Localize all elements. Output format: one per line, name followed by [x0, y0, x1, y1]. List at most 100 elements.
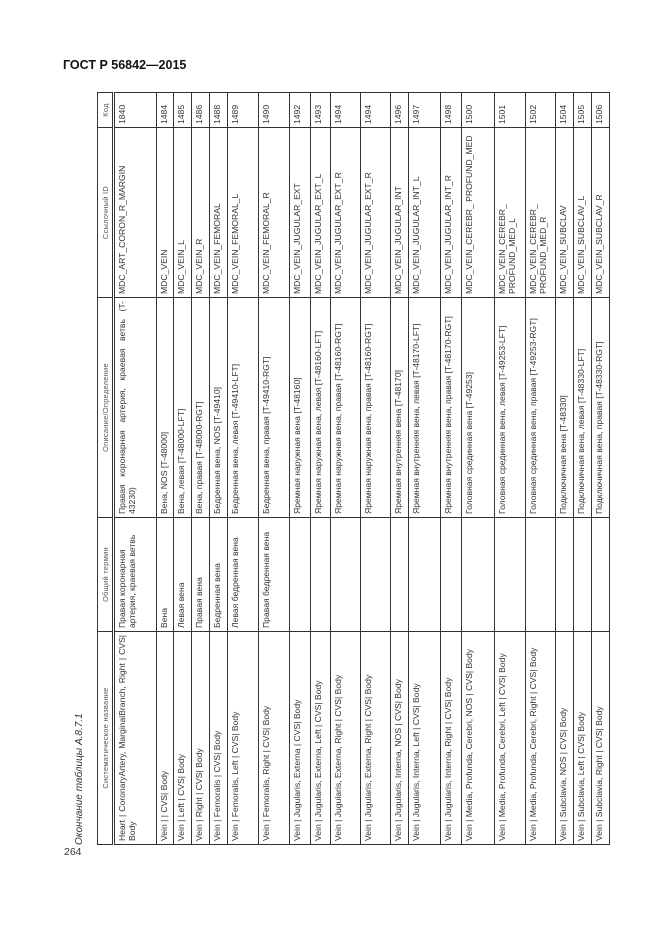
table-cell: 1494 [360, 92, 391, 128]
table-row: Vein | | CVS| Body Вена Вена, NOS [T-48000… [156, 92, 174, 845]
table-cell: MDC_VEIN_JUGULAR_INT_R [440, 127, 462, 298]
table-cell: 1486 [191, 92, 210, 128]
table-cell: 1498 [440, 92, 462, 128]
table-row: Vein | Media, Profunda, Cerebri, Right |… [525, 92, 556, 845]
column-header: Общий термин [97, 517, 114, 632]
table-cell: MDC_VEIN_JUGULAR_INT_L [408, 127, 441, 298]
table-cell: MDC_VEIN_CEREBR_ PROFUND_MED [461, 127, 495, 298]
table-cell: MDC_VEIN_CEREBR_ PROFUND_MED_R [525, 127, 556, 298]
table-cell: MDC_ART_CORON_R_MARGIN [113, 127, 157, 298]
table-cell: Левая бедренная вена [227, 517, 259, 632]
table-cell [555, 517, 574, 632]
table-cell: MDC_VEIN_FEMORAL [209, 127, 228, 298]
page-number: 264 [64, 846, 82, 858]
table-cell: Вена, правая [T-48000-RGT] [191, 297, 210, 518]
table-cell: Vein | Femoralis, Right | CVS| Body [258, 631, 290, 845]
table-cell: Яремная внутренняя вена, правая [T-48170… [440, 297, 462, 518]
column-header: Ссылочный ID [97, 127, 114, 298]
table-cell: Левая вена [173, 517, 192, 632]
table-cell: MDC_VEIN_FEMORAL_R [258, 127, 290, 298]
table-cell: 1496 [390, 92, 409, 128]
table-cell [408, 517, 441, 632]
table-cell: Heart | CoronaryArtery, MarginalBranch, … [113, 631, 157, 845]
table-cell: Яремная внутренняя вена, левая [T-48170-… [408, 297, 441, 518]
table-cell: 1502 [525, 92, 556, 128]
table-cell: Vein | Media, Profunda, Cerebri, Right |… [525, 631, 556, 845]
table-cell: Vein | Femoralis | CVS| Body [209, 631, 228, 845]
table-cell: 1500 [461, 92, 495, 128]
table-cell: Бедренная вена, NOS [T-49410] [209, 297, 228, 518]
table-cell: 1485 [173, 92, 192, 128]
table-cell: Бедренная вена [209, 517, 228, 632]
table-cell [573, 517, 592, 632]
table-header-row: Систематическое название Общий термин Оп… [97, 92, 114, 845]
table-cell [289, 517, 311, 632]
table-cell [330, 517, 361, 632]
table-row: Vein | Subclavia, Right | CVS| Body Подкл… [591, 92, 610, 845]
table-cell: MDC_VEIN_SUBCLAV_R [591, 127, 610, 298]
table-cell: Vein | Right | CVS| Body [191, 631, 210, 845]
table-cell: Vein | Jugularis, Interna, Left | CVS| B… [408, 631, 441, 845]
table-cell: Яремная наружная вена [T-48160] [289, 297, 311, 518]
table-cell: Vein | | CVS| Body [156, 631, 174, 845]
table-cell: MDC_VEIN_JUGULAR_INT [390, 127, 409, 298]
table-cell [440, 517, 462, 632]
table-cell: Vein | Jugularis, Externa, Right | CVS| … [330, 631, 361, 845]
table-cell [390, 517, 409, 632]
table-cell: MDC_VEIN_L [173, 127, 192, 298]
table-row: Vein | Jugularis, Externa | CVS| Body Яре… [289, 92, 311, 845]
table-cell: MDC_VEIN_R [191, 127, 210, 298]
table-cell: Яремная наружная вена, правая [T-48160-R… [330, 297, 361, 518]
table-cell: Vein | Jugularis, Externa, Right | CVS| … [360, 631, 391, 845]
table-cell: Правая бедренная вена [258, 517, 290, 632]
column-header: Описание/Определение [97, 297, 114, 518]
table-cell [494, 517, 526, 632]
table-cell: 1484 [156, 92, 174, 128]
table-row: Vein | Subclavia, Left | CVS| Body Подклю… [573, 92, 592, 845]
table-cell: 1488 [209, 92, 228, 128]
table-cell: Vein | Femoralis, Left | CVS| Body [227, 631, 259, 845]
table-cell: Vein | Subclavia, Right | CVS| Body [591, 631, 610, 845]
table-cell: Вена, левая [T-48000-LFT] [173, 297, 192, 518]
table-cell: Правая вена [191, 517, 210, 632]
table-cell: Подключичная вена, левая [T-48330-LFT] [573, 297, 592, 518]
table-cell: 1492 [289, 92, 311, 128]
table-cell: 1505 [573, 92, 592, 128]
table-cell: 1501 [494, 92, 526, 128]
table-cell: MDC_VEIN_JUGULAR_EXT_L [310, 127, 331, 298]
table-cell [461, 517, 495, 632]
table-cell: Vein | Subclavia, Left | CVS| Body [573, 631, 592, 845]
table-cell: 1494 [330, 92, 361, 128]
table-cell: 1497 [408, 92, 441, 128]
table-cell: Vein | Jugularis, Externa | CVS| Body [289, 631, 311, 845]
table-row: Vein | Left | CVS| Body Левая вена Вена, л… [173, 92, 192, 845]
table-row: Vein | Jugularis, Interna, NOS | CVS| Bo… [390, 92, 409, 845]
column-header: Код [97, 92, 114, 128]
table-row: Vein | Subclavia, NOS | CVS| Body Подключ… [555, 92, 574, 845]
table-row: Vein | Femoralis | CVS| Body Бедренная ве… [209, 92, 228, 845]
table-container: Систематическое название Общий термин Оп… [97, 92, 610, 845]
table-cell: 1840 [113, 92, 157, 128]
table-cell: Бедренная вена, правая [T-49410-RGT] [258, 297, 290, 518]
table-cell: Vein | Jugularis, Interna, NOS | CVS| Bo… [390, 631, 409, 845]
table-cell: 1490 [258, 92, 290, 128]
table-cell: Правая коронарная артерия, краевая ветвь [113, 517, 157, 632]
table-cell: Vein | Left | CVS| Body [173, 631, 192, 845]
table-cell: Головная срединная вена, правая [T-49253… [525, 297, 556, 518]
table-cell: MDC_VEIN_FEMORAL_L [227, 127, 259, 298]
table-cell: MDC_VEIN [156, 127, 174, 298]
table-cell: Подключичная вена [T-48330] [555, 297, 574, 518]
table-row: Vein | Jugularis, Externa, Right | CVS| … [330, 92, 361, 845]
table-cell [360, 517, 391, 632]
table-row: Vein | Femoralis, Right | CVS| Body Права… [258, 92, 290, 845]
table-cell: Яремная наружная вена, левая [T-48160-LF… [310, 297, 331, 518]
document-title: ГОСТ Р 56842—2015 [63, 58, 187, 72]
table-row: Heart | CoronaryArtery, MarginalBranch, … [113, 92, 157, 845]
table-row: Vein | Jugularis, Interna, Left | CVS| B… [408, 92, 441, 845]
table-row: Vein | Right | CVS| Body Правая вена Вена,… [191, 92, 210, 845]
table-cell: MDC_VEIN_JUGULAR_EXT_R [330, 127, 361, 298]
table-cell: Vein | Subclavia, NOS | CVS| Body [555, 631, 574, 845]
table-row: Vein | Jugularis, Externa, Right | CVS| … [360, 92, 391, 845]
table-cell: Яремная внутренняя вена [T-48170] [390, 297, 409, 518]
table-row: Vein | Jugularis, Externa, Left | CVS| B… [310, 92, 331, 845]
